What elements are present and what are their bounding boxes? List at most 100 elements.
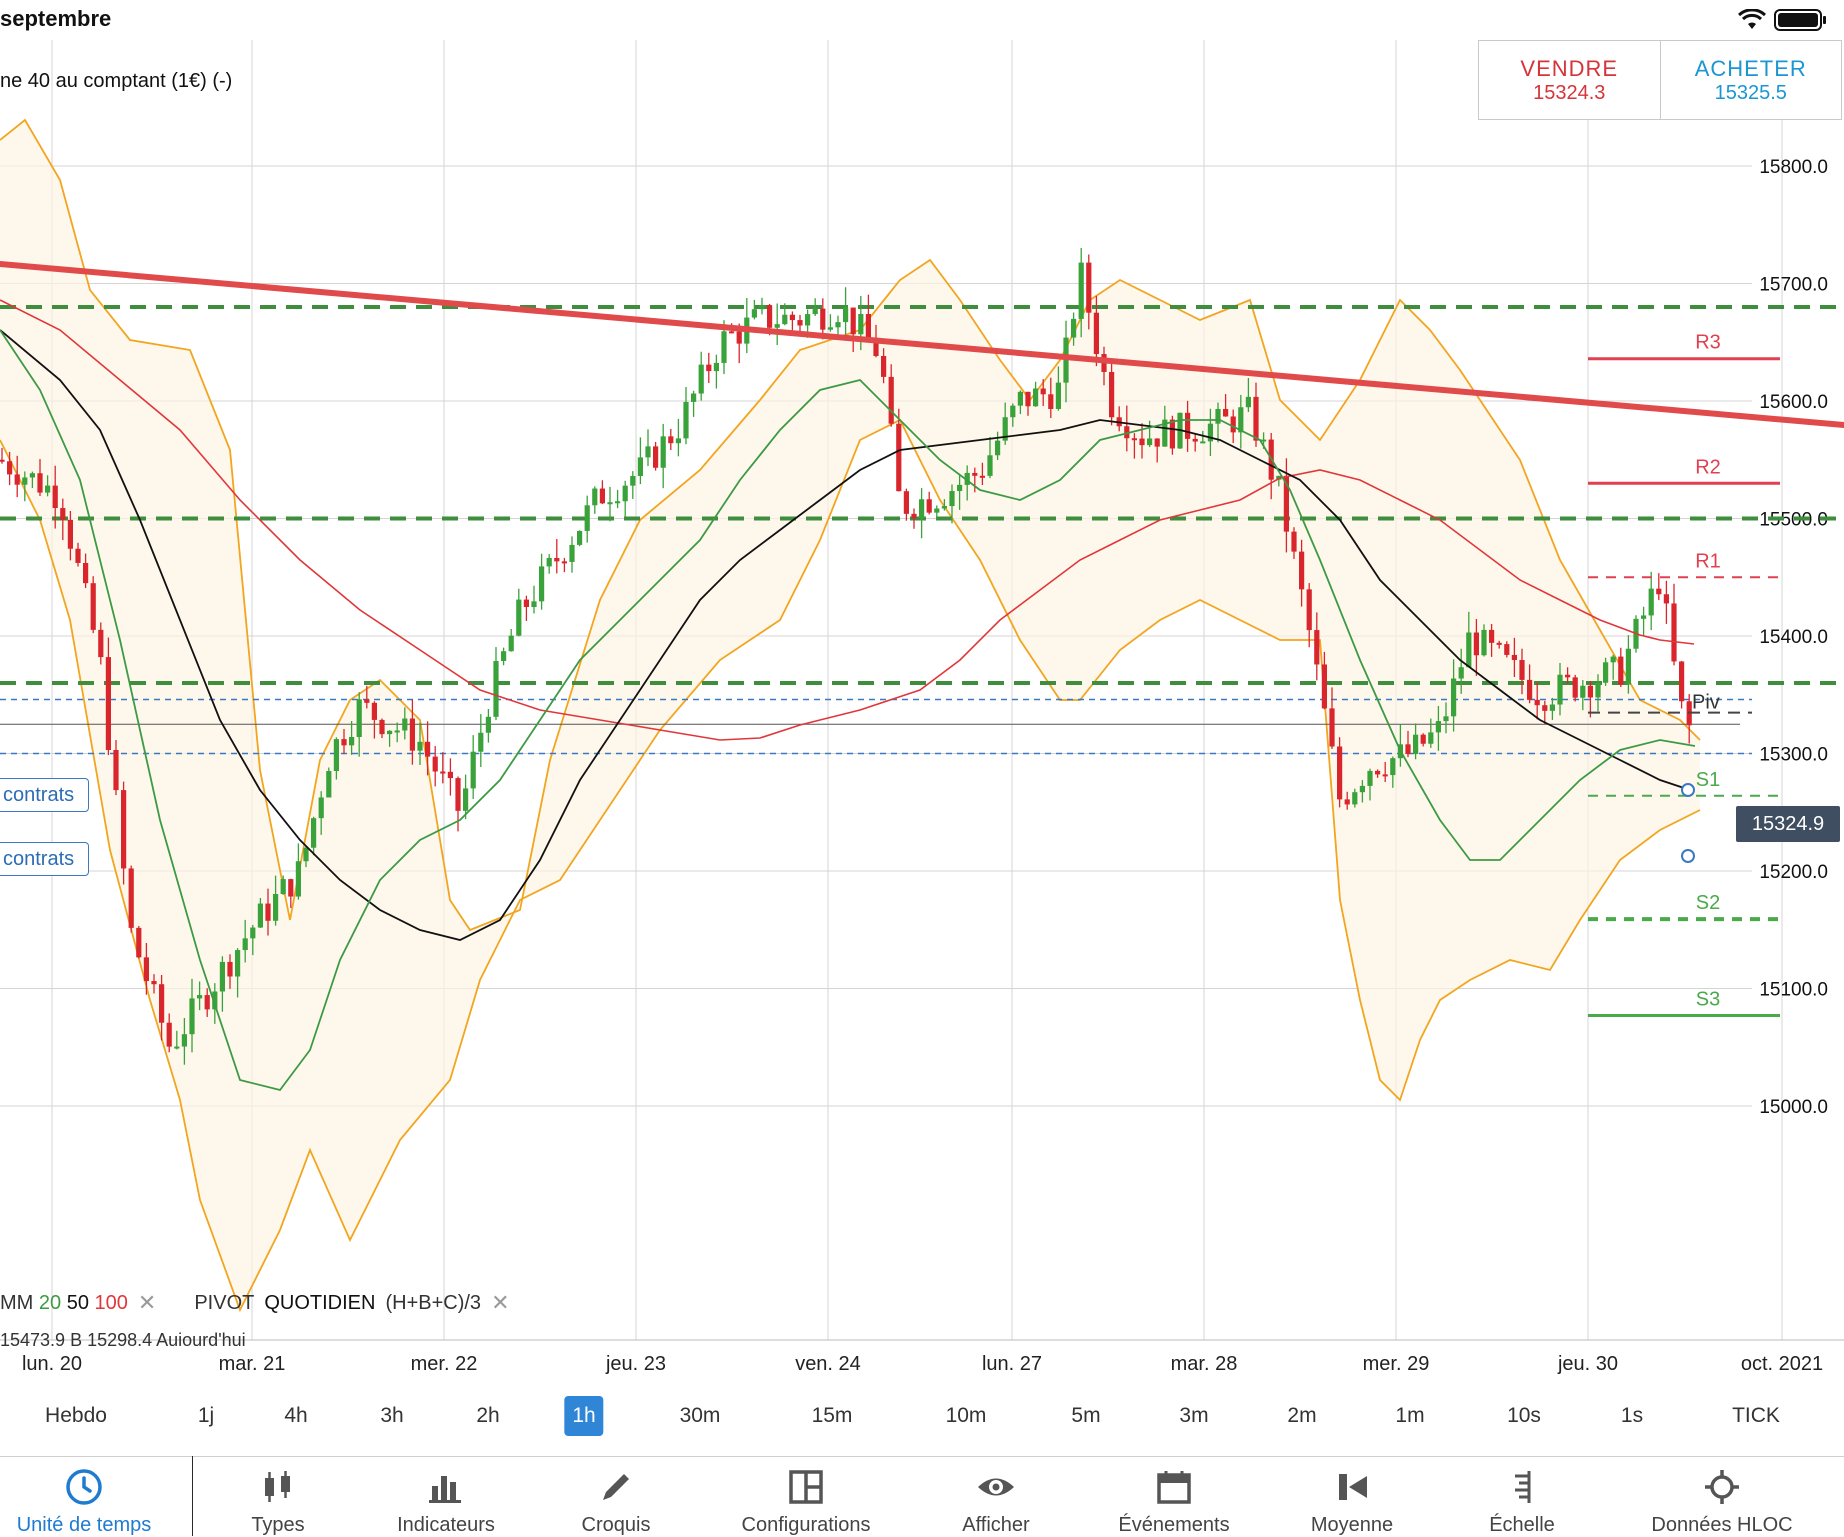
x-tick-label: mer. 22 [411, 1353, 478, 1375]
candle-body [926, 499, 932, 513]
candle-body [653, 446, 659, 468]
candle-body [1086, 262, 1092, 313]
timeframe-hebdo[interactable]: Hebdo [45, 1404, 107, 1427]
candle-body [1109, 371, 1115, 418]
buy-label: ACHETER [1694, 55, 1807, 81]
timeframe-5m[interactable]: 5m [1071, 1404, 1101, 1427]
candle-body [349, 736, 355, 746]
toolbar-pencil-button[interactable]: Croquis [526, 1468, 706, 1537]
candle-body [417, 741, 423, 751]
candle-body [143, 957, 149, 982]
buy-button[interactable]: ACHETER 15325.5 [1659, 41, 1842, 119]
candle-body [1291, 531, 1297, 552]
candlestick-icon [188, 1468, 368, 1506]
candle-body [881, 356, 887, 377]
candle-body [1223, 408, 1229, 417]
toolbar-candlestick-button[interactable]: Types [188, 1468, 368, 1537]
candle-body [60, 508, 66, 520]
candle-body [1534, 699, 1540, 706]
toolbar-bar-chart-button[interactable]: Indicateurs [356, 1468, 536, 1537]
candle-body [295, 861, 301, 897]
y-tick-label: 15300.0 [1759, 745, 1828, 766]
toolbar-label: Configurations [741, 1514, 871, 1536]
candle-body [508, 635, 514, 652]
candle-body [1648, 588, 1654, 616]
remove-ma-icon[interactable]: ✕ [137, 1290, 157, 1315]
timeframe-30m[interactable]: 30m [679, 1404, 721, 1427]
toolbar-average-button[interactable]: Moyenne [1262, 1468, 1442, 1537]
toolbar-label: Événements [1118, 1514, 1230, 1536]
x-tick-label: oct. 2021 [1741, 1353, 1823, 1375]
timeframe-1j[interactable]: 1j [197, 1404, 215, 1427]
pencil-icon [526, 1468, 706, 1506]
candle-body [235, 950, 241, 977]
order-tag-upper[interactable]: contrats [0, 778, 90, 812]
timeframe-10s[interactable]: 10s [1507, 1404, 1541, 1427]
timeframe-3h[interactable]: 3h [380, 1404, 404, 1427]
candle-body [1382, 774, 1388, 777]
candle-body [858, 313, 864, 335]
timeframe-3m[interactable]: 3m [1179, 1404, 1209, 1427]
candle-body [432, 756, 438, 772]
candle-body [736, 331, 742, 344]
candle-body [493, 661, 499, 717]
pivot-level-label: S3 [1696, 989, 1720, 1011]
candle-body [1489, 629, 1495, 643]
candle-body [1542, 705, 1548, 711]
candle-body [691, 393, 697, 402]
y-tick-label: 15100.0 [1759, 980, 1828, 1001]
candle-body [1641, 615, 1647, 619]
candle-body [470, 751, 476, 789]
pivot-level-label: S2 [1696, 892, 1720, 914]
candle-body [1200, 441, 1206, 444]
pivot-level-label: Piv [1692, 692, 1720, 714]
candle-body [1549, 704, 1555, 711]
candle-body [1671, 603, 1677, 662]
price-chart[interactable]: 15800.0 15700.0 15600.0 15500.0 15400.0 15300… [0, 0, 1844, 1390]
timeframe-15m[interactable]: 15m [811, 1404, 853, 1427]
candle-body [523, 599, 529, 608]
candle-body [1010, 405, 1016, 418]
timeframe-1s[interactable]: 1s [1620, 1404, 1644, 1427]
candle-body [622, 485, 628, 502]
timeframe-2m[interactable]: 2m [1287, 1404, 1317, 1427]
candle-body [1230, 416, 1236, 433]
crosshair-icon [1632, 1468, 1812, 1506]
toolbar-scale-button[interactable]: Échelle [1432, 1468, 1612, 1537]
candle-body [569, 544, 575, 562]
toolbar-calendar-button[interactable]: Événements [1084, 1468, 1264, 1537]
candle-body [485, 716, 491, 733]
order-tag-lower[interactable]: contrats [0, 842, 90, 876]
candle-body [7, 461, 13, 475]
toolbar-layout-button[interactable]: Configurations [716, 1468, 896, 1537]
timeframe-4h[interactable]: 4h [284, 1404, 308, 1427]
timeframe-10m[interactable]: 10m [945, 1404, 987, 1427]
candle-body [660, 436, 666, 468]
candle-body [827, 327, 833, 330]
status-icons [1738, 8, 1828, 32]
candle-body [805, 314, 811, 326]
y-tick-label: 15000.0 [1759, 1097, 1828, 1118]
candle-body [1147, 438, 1153, 446]
candle-body [751, 309, 757, 318]
sell-button[interactable]: VENDRE 15324.3 [1479, 41, 1660, 119]
candle-body [1344, 799, 1350, 805]
candle-body [972, 472, 978, 476]
timeframe-1m[interactable]: 1m [1395, 1404, 1425, 1427]
toolbar-eye-button[interactable]: Afficher [906, 1468, 1086, 1537]
remove-pivot-icon[interactable]: ✕ [491, 1290, 510, 1315]
timeframe-tick[interactable]: TICK [1732, 1404, 1780, 1427]
candle-body [1337, 746, 1343, 800]
toolbar-clock-button[interactable]: Unité de temps [0, 1468, 174, 1537]
buy-price: 15325.5 [1714, 81, 1787, 104]
candle-body [1656, 588, 1662, 595]
pivot-level-label: S1 [1696, 769, 1720, 791]
bollinger-fill [0, 120, 1700, 1310]
toolbar-label: Croquis [581, 1514, 651, 1536]
timeframe-2h[interactable]: 2h [476, 1404, 500, 1427]
candle-body [645, 446, 651, 458]
pivot-formula: (H+B+C)/3 [385, 1291, 482, 1314]
candle-body [554, 557, 560, 562]
timeframe-1h[interactable]: 1h [564, 1396, 604, 1436]
toolbar-crosshair-button[interactable]: Données HLOC [1632, 1468, 1812, 1537]
